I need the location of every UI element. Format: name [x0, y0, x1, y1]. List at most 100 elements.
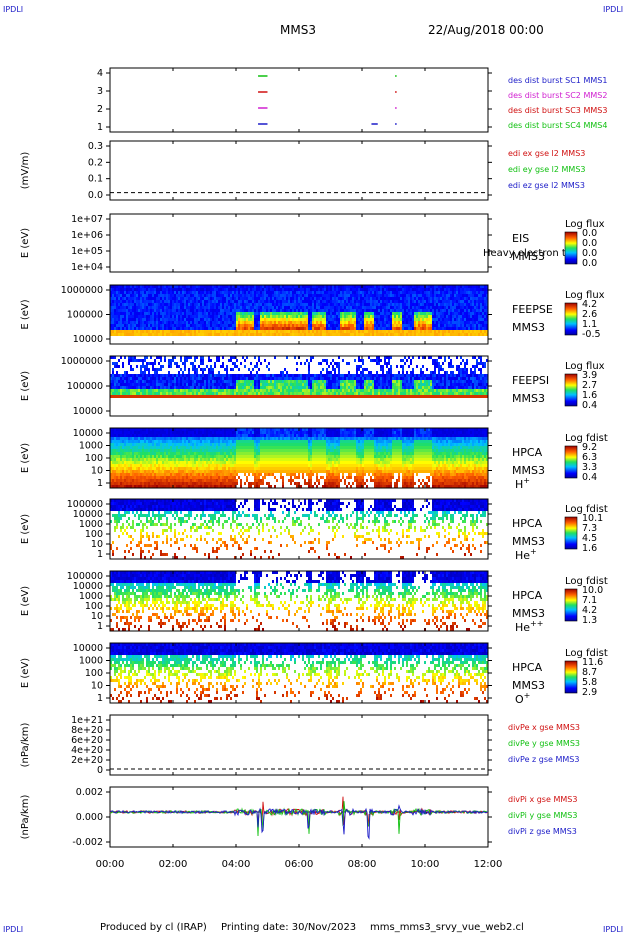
instrument-label-feepse-0: FEEPSE	[512, 303, 553, 316]
ytick-label: 10	[91, 466, 103, 477]
colorbar-hpca_hepp	[564, 588, 578, 622]
colorbar-hpca_o	[564, 660, 578, 694]
xtick-label: 02:00	[159, 859, 188, 870]
legend-divpi-2: divPi z gse MMS3	[508, 827, 577, 836]
ytick-label: 1e+06	[71, 230, 103, 241]
ytick-label: 100000	[67, 381, 103, 392]
panels: 4 3 2 1 des dist burst SC1 MMS1 des dist burs…	[20, 67, 608, 870]
spectrogram-feepse	[110, 285, 488, 336]
instrument-label-hpca_hepp-1: MMS3	[512, 607, 545, 620]
divpi-series-blue	[109, 804, 489, 840]
colorbar-tick-hpca_o: 8.7	[582, 667, 597, 678]
spectrogram-hpca_he	[110, 499, 488, 559]
ylabel-eis: E (eV)	[20, 228, 31, 258]
ytick-label: 100	[85, 453, 103, 464]
spectrogram-hpca_o	[110, 643, 488, 703]
ytick-label: 10	[91, 611, 103, 622]
legend-edi-0: edi ex gse l2 MMS3	[508, 149, 585, 158]
panel-frame-burst	[109, 67, 489, 133]
colorbar-hpca_he	[564, 516, 578, 550]
ylabel-feepse: E (eV)	[20, 299, 31, 329]
species-label-hpca_he: He+	[515, 547, 537, 562]
colorbar-tick-feepse: -0.5	[582, 329, 601, 340]
ytick-label: 0.3	[88, 141, 103, 152]
instrument-label-hpca_h-1: MMS3	[512, 464, 545, 477]
ylabel-divpi: (nPa/km)	[20, 795, 31, 840]
colorbar-title-hpca_h: Log fdist	[565, 433, 608, 444]
colorbar-tick-feepsi: 2.7	[582, 380, 597, 391]
colorbar-tick-feepse: 1.1	[582, 319, 597, 330]
legend-divpi-1: divPi y gse MMS3	[508, 811, 577, 820]
legend-burst-0: des dist burst SC1 MMS1	[508, 76, 607, 85]
colorbar-tick-hpca_h: 3.3	[582, 462, 597, 473]
ytick-label: 6e+20	[71, 735, 103, 746]
instrument-label-hpca_h-0: HPCA	[512, 446, 543, 459]
instrument-label-hpca_he-1: MMS3	[512, 535, 545, 548]
colorbar-tick-hpca_he: 10.1	[582, 513, 603, 524]
colorbar-tick-feepsi: 0.4	[582, 400, 597, 411]
colorbar-tick-hpca_he: 7.3	[582, 523, 597, 534]
colorbar-tick-hpca_hepp: 1.3	[582, 615, 597, 626]
colorbar-tick-hpca_hepp: 10.0	[582, 585, 603, 596]
ytick-label: 0.000	[76, 812, 103, 823]
colorbar-tick-feepsi: 1.6	[582, 390, 597, 401]
instrument-label-feepsi-1: MMS3	[512, 392, 545, 405]
colorbar-feepse	[564, 302, 578, 336]
legend-divpi-0: divPi x gse MMS3	[508, 795, 577, 804]
ytick-label: 2	[97, 104, 103, 115]
colorbar-title-eis: Log flux	[565, 219, 605, 230]
panel-frame-edi	[109, 140, 489, 201]
colorbar-tick-eis: 0.0	[582, 258, 597, 269]
ylabel-hpca_o: E (eV)	[20, 658, 31, 688]
ytick-label: 10000	[73, 581, 103, 592]
ytick-label: 100	[85, 601, 103, 612]
ytick-label: 10000	[73, 334, 103, 345]
ytick-label: 1e+21	[71, 715, 103, 726]
colorbar-title-feepsi: Log flux	[565, 361, 605, 372]
ytick-label: 100	[85, 668, 103, 679]
colorbar-title-feepse: Log flux	[565, 290, 605, 301]
instrument-label-hpca_o-0: HPCA	[512, 661, 543, 674]
ytick-label: 2e+20	[71, 755, 103, 766]
colorbar-tick-feepsi: 3.9	[582, 370, 597, 381]
instrument-label-hpca_o-1: MMS3	[512, 679, 545, 692]
ylabel-hpca_h: E (eV)	[20, 443, 31, 473]
eis-overlay-text: Heavy electron to	[483, 248, 572, 259]
ytick-label: 10000	[73, 406, 103, 417]
ylabel-divpe: (nPa/km)	[20, 723, 31, 768]
ytick-label: 1000	[79, 441, 103, 452]
corner-label-tr: IPDLI	[603, 5, 623, 14]
panel-frame-divpi	[109, 786, 489, 848]
xtick-label: 00:00	[96, 859, 125, 870]
legend-burst-1: des dist burst SC2 MMS2	[508, 91, 607, 100]
legend-divpe-0: divPe x gse MMS3	[508, 723, 580, 732]
spectrogram-hpca_hepp	[110, 571, 488, 631]
xtick-label: 08:00	[348, 859, 377, 870]
xtick-label: 04:00	[222, 859, 251, 870]
spectrogram-feepsi	[110, 356, 488, 398]
colorbar-hpca_h	[564, 445, 578, 479]
ytick-label: 1000000	[61, 285, 103, 296]
colorbar-tick-hpca_h: 6.3	[582, 452, 597, 463]
species-label-hpca_h: H+	[515, 476, 530, 491]
ytick-label: 0.0	[88, 190, 103, 201]
colorbar-tick-eis: 0.0	[582, 248, 597, 259]
ytick-label: 10000	[73, 428, 103, 439]
xtick-label: 06:00	[285, 859, 314, 870]
ytick-label: 1000	[79, 656, 103, 667]
ylabel-hpca_hepp: E (eV)	[20, 586, 31, 616]
ytick-label: 1e+04	[71, 262, 103, 273]
colorbar-tick-hpca_he: 4.5	[582, 533, 597, 544]
ytick-label: 0.1	[88, 174, 103, 185]
corner-label-tl: IPDLI	[3, 5, 23, 14]
colorbar-tick-hpca_hepp: 7.1	[582, 595, 597, 606]
ytick-label: 1000000	[61, 356, 103, 367]
ylabel-feepsi: E (eV)	[20, 371, 31, 401]
ytick-label: 100000	[67, 310, 103, 321]
ytick-label: 100	[85, 529, 103, 540]
colorbar-tick-eis: 0.0	[582, 238, 597, 249]
ytick-label: 1e+07	[71, 214, 103, 225]
panel-frame-divpe	[109, 714, 489, 776]
colorbar-tick-hpca_o: 5.8	[582, 677, 597, 688]
spacecraft-title: MMS3	[280, 23, 316, 37]
